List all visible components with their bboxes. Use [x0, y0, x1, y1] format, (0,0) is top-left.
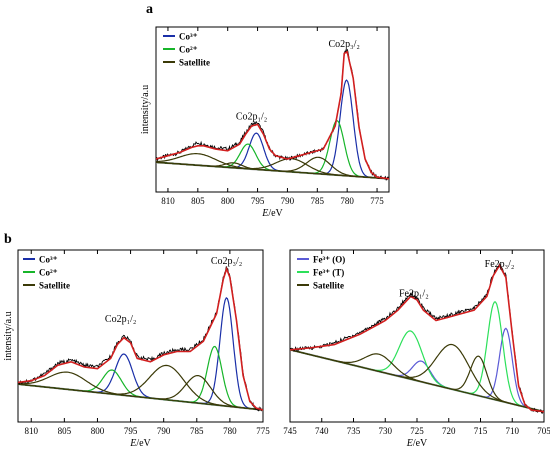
x-tick-label: 735 [347, 426, 361, 436]
legend-label: Co²⁺ [39, 268, 58, 278]
panel-label-a: a [146, 2, 153, 17]
plot-frame [17, 249, 264, 423]
peak-satellite [18, 375, 263, 411]
peak-fet [290, 330, 544, 413]
x-tick-label: 810 [161, 196, 175, 206]
x-tick-label: 800 [221, 196, 235, 206]
plot-area [290, 263, 544, 414]
panel-label-b: b [4, 232, 12, 247]
x-tick-label: 800 [91, 426, 105, 436]
legend-label: Co³⁺ [39, 255, 58, 265]
peak-annotation: Co2p₁/₂ [105, 314, 136, 325]
x-tick-label: 775 [256, 426, 270, 436]
x-tick-label: 745 [283, 426, 297, 436]
peak-co [156, 132, 389, 180]
chart-panel-b-left: 810 805 800 795 790 785 780 775 E/eV intensity/a.… [3, 249, 270, 449]
chart-panel-b-right: 745 740 735 730 725 720 715 710 705 E/eV Fe2p₁/₂ Fe… [283, 249, 550, 449]
x-tick-label: 705 [537, 426, 550, 436]
x-axis-label: E/eV [261, 208, 283, 219]
plot-area [156, 49, 389, 181]
x-axis-label: E/eV [129, 438, 151, 449]
x-tick-label: 805 [58, 426, 72, 436]
x-tick-label: 795 [124, 426, 138, 436]
x-tick-label: 775 [370, 196, 384, 206]
x-tick-label: 790 [157, 426, 171, 436]
x-tick-label: 710 [506, 426, 520, 436]
measured-line [156, 49, 389, 181]
fit-envelope-line [290, 263, 544, 413]
x-tick-label: 730 [379, 426, 393, 436]
x-tick-label: 795 [251, 196, 265, 206]
x-tick-label: 785 [311, 196, 325, 206]
peak-annotation: Fe2p₃/₂ [485, 259, 515, 270]
legend-label: Co³⁺ [179, 32, 198, 42]
peak-co [18, 345, 263, 411]
peak-co [18, 353, 263, 411]
x-tick-label: 810 [24, 426, 38, 436]
x-tick-label: 780 [340, 196, 354, 206]
peak-co [18, 297, 263, 411]
legend-label: Satellite [313, 281, 344, 291]
peak-annotation: Co2p₃/₂ [211, 256, 242, 267]
plot-frame [155, 26, 390, 193]
x-axis-label: E/eV [406, 438, 428, 449]
chart-panel-a: 810 805 800 795 790 785 780 775 E/eV intensity/a.… [140, 26, 390, 219]
x-tick-label: 785 [190, 426, 204, 436]
legend-label: Fe³⁺ (T) [313, 268, 344, 278]
peak-annotation: Fe2p₁/₂ [399, 288, 429, 299]
peak-annotation: Co2p₃/₂ [328, 39, 359, 50]
x-tick-label: 725 [410, 426, 424, 436]
x-tick-label: 740 [315, 426, 329, 436]
y-axis-label: intensity/a.u [140, 85, 151, 134]
peak-satellite [156, 156, 389, 180]
plot-area [18, 266, 263, 412]
peak-satellite [156, 153, 389, 180]
legend-label: Fe³⁺ (O) [313, 255, 345, 265]
x-tick-label: 805 [191, 196, 205, 206]
peak-fet [290, 301, 544, 413]
peak-satellite [290, 349, 544, 413]
legend-label: Satellite [179, 58, 210, 68]
x-tick-label: 720 [442, 426, 456, 436]
peak-annotation: Co2p₁/₂ [236, 111, 267, 122]
x-tick-label: 790 [281, 196, 295, 206]
fit-envelope-line [18, 266, 263, 411]
legend-label: Satellite [39, 281, 70, 291]
legend-label: Co²⁺ [179, 45, 198, 55]
fit-envelope-line [156, 50, 389, 180]
x-tick-label: 715 [474, 426, 488, 436]
y-axis-label: intensity/a.u [3, 311, 14, 360]
x-tick-label: 780 [223, 426, 237, 436]
